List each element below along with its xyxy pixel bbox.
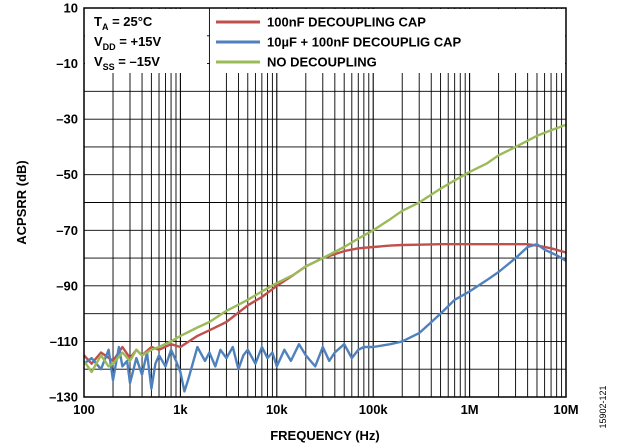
y-tick-label: –50 [56,167,78,182]
y-tick-label: –130 [49,390,78,405]
y-tick-label: –10 [56,56,78,71]
plot-frame [83,7,567,398]
condition-text: TA = 25°C [94,14,153,32]
test-conditions: TA = 25°C VDD = +15V VSS = –15V [85,9,207,73]
y-tick-label: –30 [56,112,78,127]
x-tick-label: 1M [461,402,479,417]
condition-text: VSS = –15V [94,54,160,72]
series-line [83,242,567,393]
series-line [83,242,567,365]
legend: 100nF DECOUPLING CAP 10µF + 100nF DECOUPL… [210,9,565,73]
legend-label: NO DECOUPLING [267,55,377,70]
x-tick-labels: 100 1k 10k 100k 1M 10M [73,402,579,417]
y-tick-label: –90 [56,278,78,293]
x-tick-label: 10k [266,402,288,417]
conditions-box [85,9,207,73]
x-tick-label: 100k [359,402,389,417]
condition-text: VDD = +15V [94,34,162,52]
x-tick-label: 1k [173,402,188,417]
y-axis-label: ACPSRR (dB) [14,160,29,245]
y-tick-label: –110 [50,334,78,349]
figure-id: 15902-121 [598,385,608,428]
y-tick-label: –70 [56,223,78,238]
legend-box [210,9,565,73]
series-lines [83,123,567,393]
series-line [83,123,567,374]
legend-label: 10µF + 100nF DECOUPLIG CAP [267,35,462,50]
y-tick-labels: 10 –10 –30 –50 –70 –90 –110 –130 [49,1,78,405]
x-tick-label: 10M [553,402,578,417]
x-tick-label: 100 [73,402,95,417]
y-tick-label: 10 [64,1,78,16]
legend-label: 100nF DECOUPLING CAP [267,15,426,30]
x-axis-label: FREQUENCY (Hz) [270,428,380,443]
